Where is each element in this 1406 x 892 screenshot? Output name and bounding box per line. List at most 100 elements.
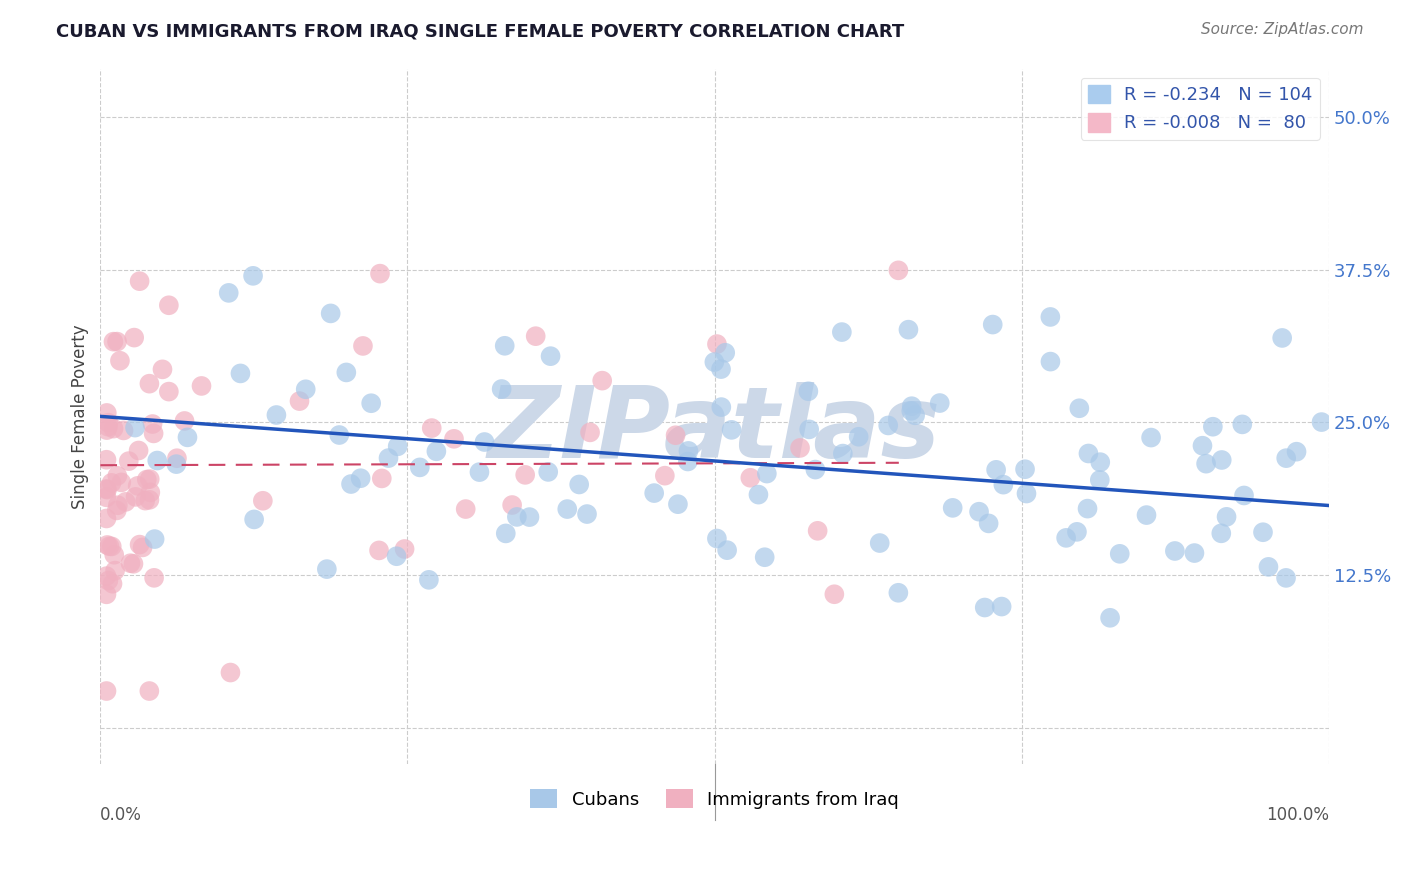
Point bbox=[138, 376, 160, 391]
Point bbox=[173, 414, 195, 428]
Point bbox=[823, 587, 845, 601]
Point bbox=[714, 345, 737, 359]
Point bbox=[138, 492, 160, 507]
Point bbox=[1211, 526, 1233, 541]
Point bbox=[1039, 354, 1062, 368]
Point bbox=[443, 432, 465, 446]
Point bbox=[1164, 544, 1187, 558]
Point bbox=[887, 263, 910, 277]
Point bbox=[328, 428, 350, 442]
Point bbox=[519, 510, 541, 524]
Point bbox=[1108, 547, 1130, 561]
Point bbox=[128, 538, 150, 552]
Point bbox=[142, 417, 165, 431]
Point bbox=[576, 507, 599, 521]
Point bbox=[900, 404, 922, 418]
Point bbox=[720, 423, 742, 437]
Point bbox=[710, 362, 733, 376]
Text: Source: ZipAtlas.com: Source: ZipAtlas.com bbox=[1201, 22, 1364, 37]
Point bbox=[706, 337, 728, 351]
Point bbox=[1140, 431, 1163, 445]
Point bbox=[371, 471, 394, 485]
Point bbox=[127, 479, 149, 493]
Point bbox=[134, 493, 156, 508]
Point bbox=[103, 548, 125, 562]
Point bbox=[103, 334, 125, 349]
Point bbox=[1191, 439, 1213, 453]
Point bbox=[1271, 331, 1294, 345]
Point bbox=[900, 399, 922, 413]
Point bbox=[122, 557, 145, 571]
Point bbox=[1039, 310, 1062, 324]
Point bbox=[97, 419, 120, 434]
Point bbox=[1233, 488, 1256, 502]
Point bbox=[928, 396, 950, 410]
Point bbox=[501, 498, 523, 512]
Point bbox=[1310, 415, 1333, 429]
Point bbox=[143, 532, 166, 546]
Point bbox=[474, 435, 496, 450]
Point bbox=[100, 475, 122, 490]
Point bbox=[385, 549, 408, 564]
Point bbox=[105, 503, 128, 517]
Point bbox=[665, 428, 688, 442]
Point bbox=[131, 541, 153, 555]
Point bbox=[266, 408, 288, 422]
Point bbox=[1202, 419, 1225, 434]
Point bbox=[1015, 486, 1038, 500]
Point bbox=[420, 421, 443, 435]
Point bbox=[243, 512, 266, 526]
Point bbox=[666, 497, 689, 511]
Point bbox=[1076, 501, 1098, 516]
Text: 100.0%: 100.0% bbox=[1265, 806, 1329, 824]
Point bbox=[1066, 524, 1088, 539]
Point bbox=[1285, 444, 1308, 458]
Point bbox=[288, 394, 311, 409]
Point bbox=[468, 465, 491, 479]
Point bbox=[120, 556, 142, 570]
Point bbox=[1069, 401, 1091, 416]
Point bbox=[96, 587, 118, 601]
Point bbox=[107, 498, 129, 512]
Point bbox=[807, 524, 830, 538]
Point bbox=[409, 460, 432, 475]
Point bbox=[96, 491, 118, 505]
Point bbox=[754, 550, 776, 565]
Point bbox=[973, 600, 995, 615]
Point bbox=[97, 416, 120, 430]
Point bbox=[524, 329, 547, 343]
Point bbox=[977, 516, 1000, 531]
Point bbox=[100, 540, 122, 554]
Text: 0.0%: 0.0% bbox=[100, 806, 142, 824]
Point bbox=[537, 465, 560, 479]
Point bbox=[540, 349, 562, 363]
Point bbox=[495, 526, 517, 541]
Point bbox=[218, 285, 240, 300]
Point bbox=[904, 409, 927, 423]
Point bbox=[1014, 462, 1036, 476]
Point bbox=[97, 574, 120, 588]
Point bbox=[654, 468, 676, 483]
Point bbox=[1195, 457, 1218, 471]
Point bbox=[368, 543, 391, 558]
Point bbox=[135, 473, 157, 487]
Point bbox=[740, 471, 762, 485]
Point bbox=[377, 451, 399, 466]
Point bbox=[515, 467, 537, 482]
Point bbox=[710, 400, 733, 414]
Point bbox=[797, 384, 820, 399]
Point bbox=[1184, 546, 1206, 560]
Point bbox=[96, 423, 118, 437]
Point bbox=[122, 330, 145, 344]
Point bbox=[799, 422, 821, 436]
Text: ZIPatlas: ZIPatlas bbox=[488, 382, 941, 479]
Point bbox=[1215, 509, 1237, 524]
Point bbox=[494, 339, 516, 353]
Point bbox=[678, 443, 700, 458]
Point bbox=[110, 475, 132, 490]
Point bbox=[703, 355, 725, 369]
Point bbox=[98, 539, 121, 553]
Point bbox=[360, 396, 382, 410]
Point bbox=[368, 267, 391, 281]
Point bbox=[96, 569, 118, 583]
